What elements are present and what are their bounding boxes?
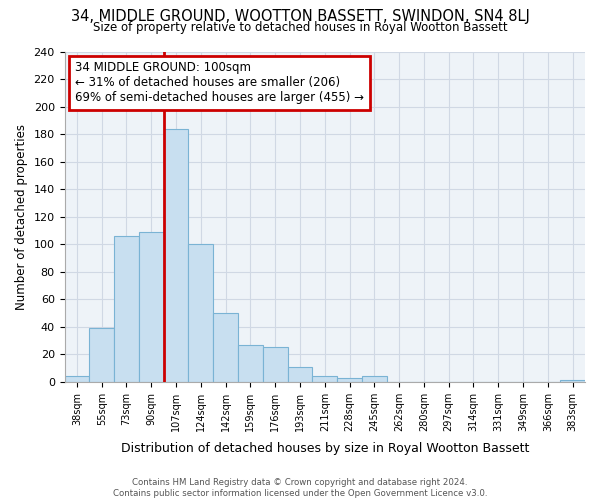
- Bar: [188, 244, 213, 382]
- Bar: [313, 376, 337, 382]
- Bar: [89, 328, 114, 382]
- Bar: [337, 378, 362, 382]
- Bar: [139, 232, 164, 382]
- Bar: [287, 366, 313, 382]
- Bar: [560, 380, 585, 382]
- Text: Size of property relative to detached houses in Royal Wootton Bassett: Size of property relative to detached ho…: [92, 21, 508, 34]
- Text: Contains HM Land Registry data © Crown copyright and database right 2024.
Contai: Contains HM Land Registry data © Crown c…: [113, 478, 487, 498]
- Text: 34, MIDDLE GROUND, WOOTTON BASSETT, SWINDON, SN4 8LJ: 34, MIDDLE GROUND, WOOTTON BASSETT, SWIN…: [71, 9, 529, 24]
- Bar: [164, 128, 188, 382]
- Y-axis label: Number of detached properties: Number of detached properties: [15, 124, 28, 310]
- Bar: [213, 313, 238, 382]
- X-axis label: Distribution of detached houses by size in Royal Wootton Bassett: Distribution of detached houses by size …: [121, 442, 529, 455]
- Bar: [238, 344, 263, 382]
- Text: 34 MIDDLE GROUND: 100sqm
← 31% of detached houses are smaller (206)
69% of semi-: 34 MIDDLE GROUND: 100sqm ← 31% of detach…: [75, 62, 364, 104]
- Bar: [65, 376, 89, 382]
- Bar: [362, 376, 387, 382]
- Bar: [114, 236, 139, 382]
- Bar: [263, 348, 287, 382]
